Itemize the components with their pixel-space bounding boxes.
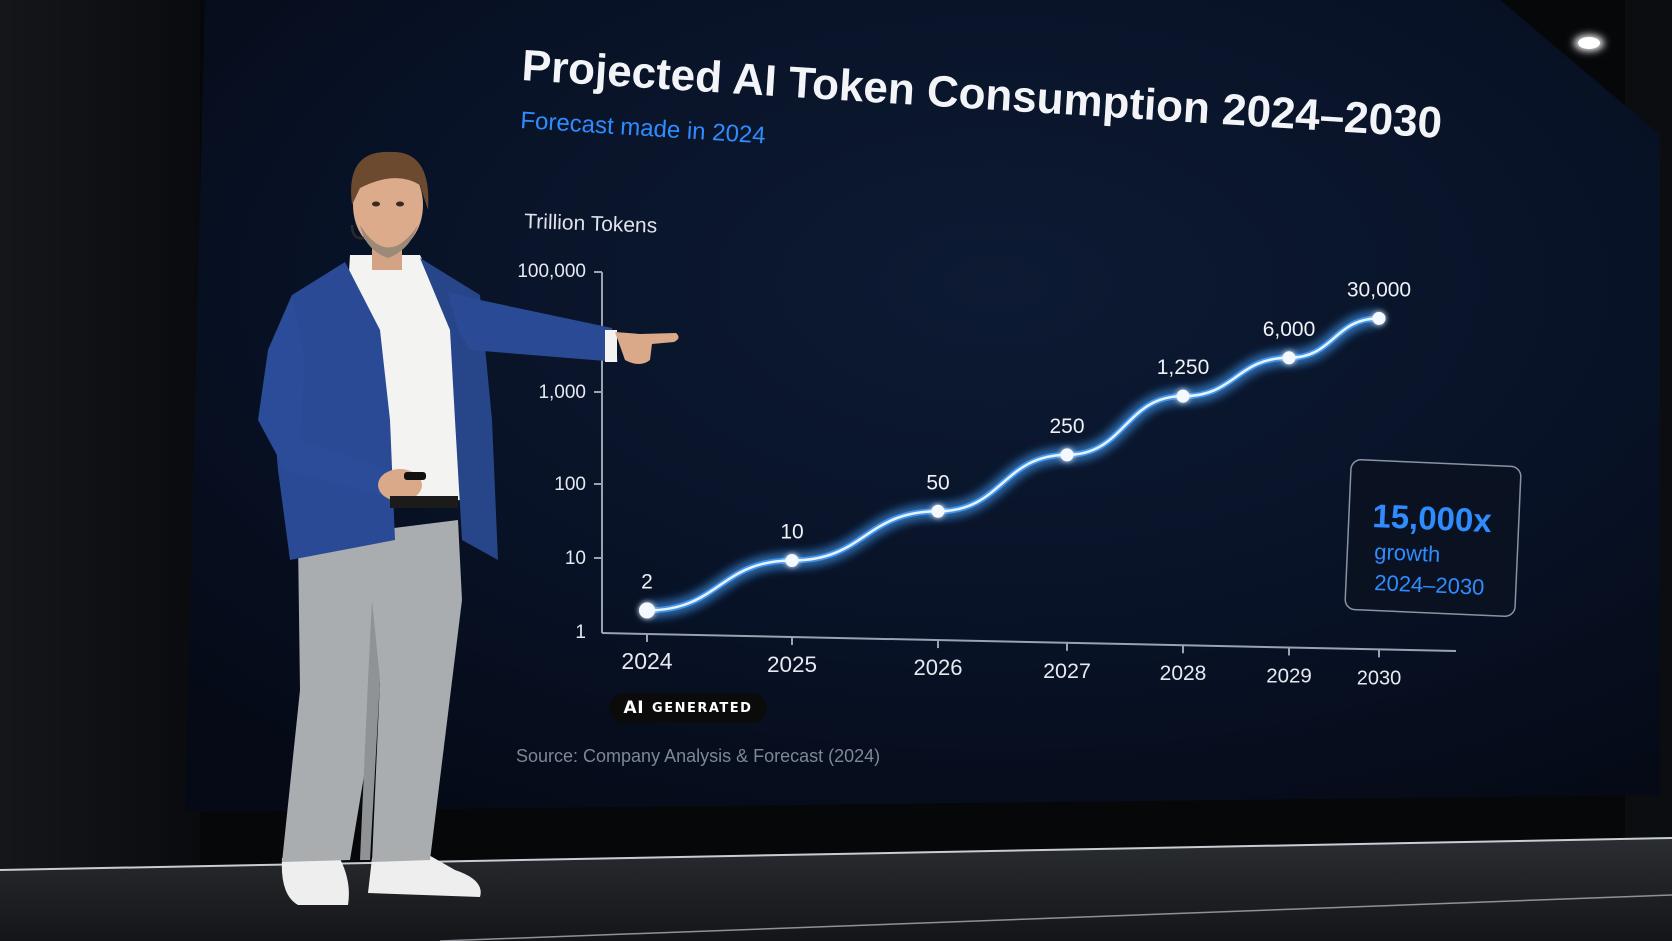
x-tick-label: 2029 bbox=[1266, 664, 1312, 687]
y-tick-label: 1 bbox=[575, 622, 586, 643]
y-tick-label: 1,000 bbox=[538, 382, 586, 403]
data-point bbox=[785, 554, 799, 567]
y-tick-label: 10 bbox=[565, 548, 586, 569]
data-point bbox=[1060, 448, 1074, 462]
growth-callout: 15,000x growth 2024–2030 bbox=[1344, 459, 1522, 617]
x-tick-label: 2026 bbox=[914, 655, 963, 680]
data-label: 50 bbox=[926, 471, 949, 494]
stage-edge-light bbox=[0, 837, 1672, 871]
trousers-shadow bbox=[360, 600, 380, 860]
projection-screen bbox=[185, 0, 1660, 812]
callout-line2: 2024–2030 bbox=[1374, 570, 1485, 600]
left-arm bbox=[258, 295, 392, 495]
x-tick-label: 2025 bbox=[767, 652, 817, 677]
hair bbox=[351, 151, 429, 210]
left-eye bbox=[372, 201, 380, 207]
data-label: 6,000 bbox=[1263, 318, 1316, 341]
left-shoe bbox=[281, 855, 349, 905]
beard bbox=[360, 225, 418, 258]
clicker bbox=[404, 472, 426, 480]
presenter bbox=[258, 151, 679, 905]
data-label: 30,000 bbox=[1347, 278, 1411, 301]
x-tick-label: 2030 bbox=[1357, 667, 1402, 689]
data-point bbox=[931, 504, 945, 518]
data-point bbox=[1372, 311, 1386, 325]
y-axis-label: Trillion Tokens bbox=[524, 210, 658, 238]
x-tick-label: 2028 bbox=[1160, 662, 1207, 685]
stage-front-line bbox=[439, 894, 1672, 941]
chart-plot-area: 2 2024 10 2025 50 2026 250 2027 1,250 2028 6,000 20… bbox=[621, 278, 1411, 689]
callout-line1: growth bbox=[1374, 539, 1441, 567]
ai-badge-text: GENERATED bbox=[652, 700, 753, 716]
x-tick-label: 2027 bbox=[1043, 659, 1091, 683]
data-point bbox=[1282, 351, 1296, 365]
source-note: Source: Company Analysis & Forecast (202… bbox=[516, 746, 880, 766]
right-cuff bbox=[605, 330, 617, 362]
ai-generated-badge: AI GENERATED bbox=[609, 693, 767, 723]
ai-badge-label: AI bbox=[623, 698, 645, 718]
data-point bbox=[1176, 389, 1190, 403]
x-axis-line bbox=[601, 632, 1457, 652]
callout-multiplier: 15,000x bbox=[1372, 497, 1493, 539]
y-axis-ticks: 100,000 1,000 100 10 1 bbox=[517, 261, 602, 643]
data-label: 10 bbox=[780, 521, 803, 544]
y-tick-label: 100,000 bbox=[517, 261, 586, 282]
right-shoe bbox=[368, 850, 481, 897]
x-tick-label: 2024 bbox=[621, 648, 672, 674]
y-tick-label: 100 bbox=[554, 474, 586, 495]
left-wall bbox=[0, 0, 200, 870]
right-arm bbox=[448, 292, 618, 362]
data-label: 250 bbox=[1049, 415, 1084, 438]
right-hand bbox=[615, 332, 679, 364]
right-eye bbox=[396, 201, 404, 207]
data-label: 1,250 bbox=[1157, 356, 1210, 379]
data-label: 2 bbox=[641, 570, 653, 593]
callout-box bbox=[1344, 459, 1522, 617]
data-point bbox=[639, 602, 655, 619]
belt bbox=[390, 496, 458, 508]
headset-mic bbox=[350, 224, 365, 240]
